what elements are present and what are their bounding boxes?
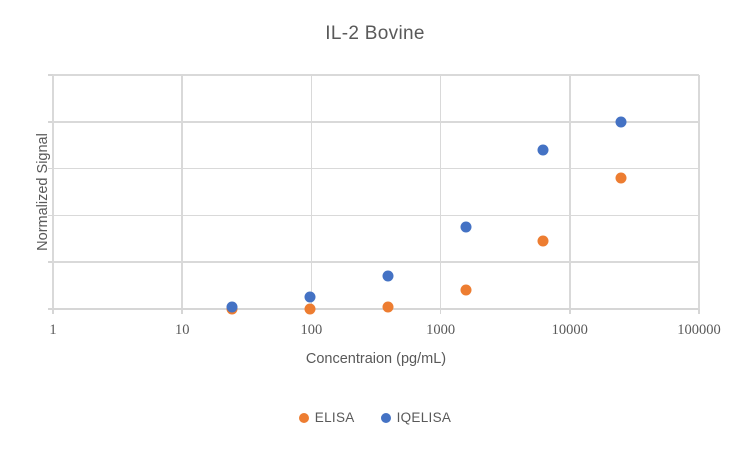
x-tick-label: 100000: [677, 322, 721, 338]
legend: ELISA IQELISA: [0, 410, 750, 425]
v-gridline: [181, 75, 183, 309]
scatter-point-elisa: [460, 284, 472, 296]
y-tick-mark: [48, 308, 53, 310]
v-gridline: [698, 75, 700, 309]
y-tick-mark: [48, 214, 53, 217]
scatter-point-iqelisa: [382, 270, 394, 282]
x-tick-label: 1000: [426, 322, 456, 338]
elisa-marker-icon: [298, 412, 309, 423]
legend-label-iqelisa: IQELISA: [396, 410, 452, 425]
x-tick-label: 1: [49, 322, 57, 338]
h-gridline: [53, 121, 699, 123]
scatter-point-iqelisa: [537, 144, 549, 156]
x-axis-title: Concentraion (pg/mL): [305, 351, 447, 367]
y-axis-title: Normalized Signal: [35, 133, 51, 251]
h-gridline: [53, 214, 699, 217]
h-gridline: [53, 261, 699, 263]
plot-area: [48, 74, 700, 315]
scatter-point-iqelisa: [304, 291, 316, 303]
scatter-point-elisa: [304, 303, 316, 315]
x-tick-mark: [181, 309, 183, 314]
v-gridline: [439, 75, 442, 309]
x-tick-mark: [52, 309, 54, 314]
y-tick-mark: [48, 167, 53, 170]
scatter-point-elisa: [537, 235, 549, 247]
v-gridline: [310, 75, 313, 309]
scatter-point-elisa: [615, 172, 627, 184]
x-tick-mark: [698, 309, 700, 314]
legend-item-elisa: ELISA: [298, 410, 355, 425]
y-tick-mark: [48, 261, 53, 263]
iqelisa-marker-icon: [380, 412, 391, 423]
x-tick-label: 100: [300, 322, 323, 338]
h-gridline: [53, 167, 699, 170]
v-gridline: [569, 75, 571, 309]
x-tick-label: 10000: [551, 322, 588, 338]
legend-label-elisa: ELISA: [314, 410, 355, 425]
x-tick-mark: [439, 309, 442, 314]
chart-title: IL-2 Bovine: [325, 23, 425, 44]
x-tick-mark: [569, 309, 571, 314]
legend-item-iqelisa: IQELISA: [380, 410, 452, 425]
x-tick-label: 10: [174, 322, 190, 338]
scatter-point-iqelisa: [226, 301, 238, 313]
h-gridline: [53, 74, 699, 76]
scatter-point-elisa: [382, 301, 394, 313]
scatter-point-iqelisa: [460, 221, 472, 233]
scatter-point-iqelisa: [615, 116, 627, 128]
y-tick-mark: [48, 74, 53, 76]
y-tick-mark: [48, 121, 53, 123]
x-axis-line: [53, 308, 699, 310]
v-gridline: [52, 75, 54, 309]
